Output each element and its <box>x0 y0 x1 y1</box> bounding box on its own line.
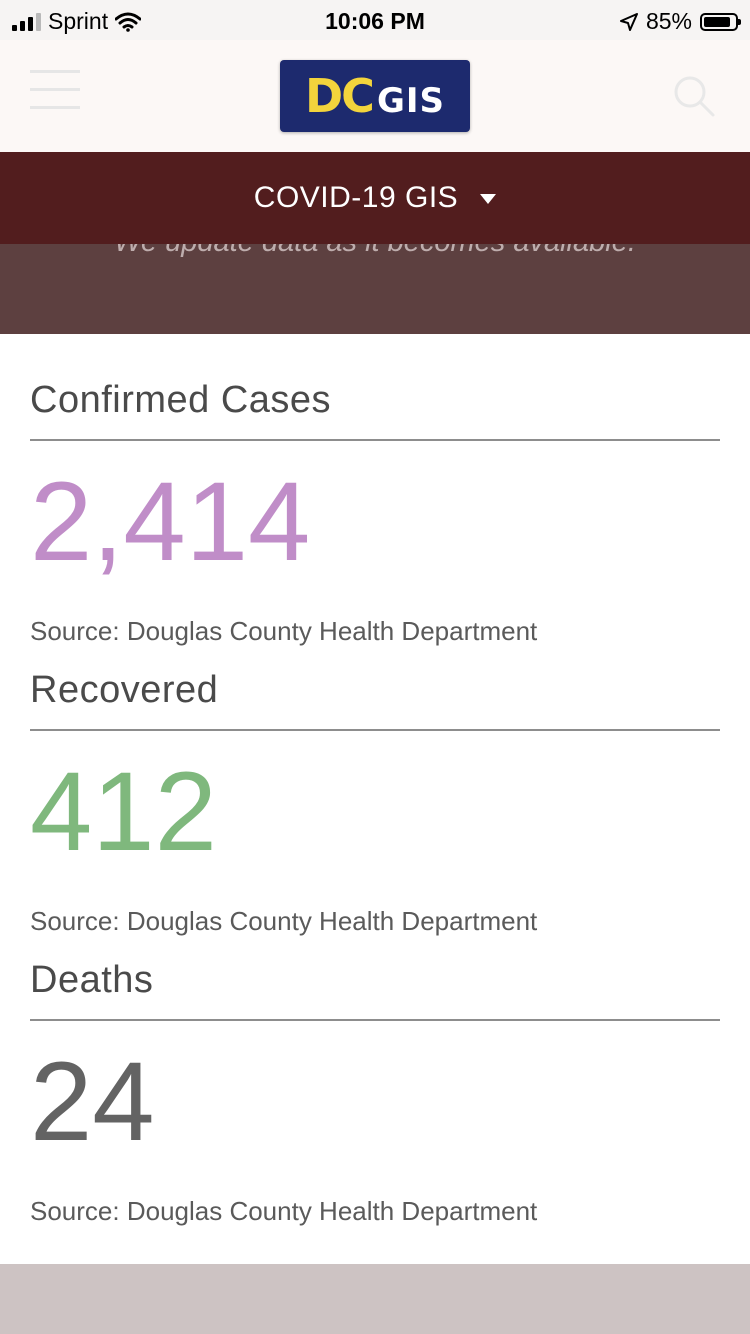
status-time: 10:06 PM <box>325 8 425 34</box>
stat-source: Source: Douglas County Health Department <box>30 616 538 646</box>
stat-label: Recovered <box>30 669 219 711</box>
stat-label: Confirmed Cases <box>30 379 332 421</box>
location-arrow-icon <box>619 12 638 31</box>
stat-source: Source: Douglas County Health Department <box>30 906 538 936</box>
status-bar: Sprint 10:06 PM 85% <box>0 0 750 40</box>
stats-card: Confirmed Cases 2,414 Source: Douglas Co… <box>0 334 750 1264</box>
divider <box>30 729 720 731</box>
stat-recovered: Recovered 412 Source: Douglas County Hea… <box>30 668 720 936</box>
divider <box>30 439 720 441</box>
caret-down-icon <box>480 194 497 204</box>
nav-dropdown[interactable]: COVID-19 GIS <box>0 152 750 244</box>
hero-band: We update data as it becomes available. <box>0 244 750 334</box>
logo-gis-text: GIS <box>376 81 445 121</box>
wifi-icon <box>115 12 142 32</box>
battery-percent: 85% <box>645 8 692 34</box>
logo-dc-text: DC <box>305 69 375 123</box>
divider <box>30 1019 720 1021</box>
footer-band <box>0 1264 750 1334</box>
nav-title: COVID-19 GIS <box>253 181 459 214</box>
status-left: Sprint <box>12 8 142 35</box>
stat-source: Source: Douglas County Health Department <box>30 1196 538 1226</box>
app-header: DC GIS <box>0 40 750 152</box>
stat-confirmed-cases: Confirmed Cases 2,414 Source: Douglas Co… <box>30 378 720 646</box>
hamburger-menu-icon[interactable] <box>30 70 80 110</box>
carrier-label: Sprint <box>48 8 109 34</box>
search-icon[interactable] <box>672 74 716 118</box>
dcgis-logo[interactable]: DC GIS <box>280 60 470 132</box>
status-right: 85% <box>619 8 741 35</box>
signal-icon <box>12 12 41 31</box>
stat-value: 2,414 <box>30 459 311 584</box>
hero-tagline: We update data as it becomes available. <box>0 244 750 259</box>
stat-value: 24 <box>30 1039 155 1164</box>
stat-value: 412 <box>30 749 217 874</box>
stat-deaths: Deaths 24 Source: Douglas County Health … <box>30 958 720 1226</box>
stat-label: Deaths <box>30 959 154 1001</box>
battery-icon <box>700 12 741 31</box>
